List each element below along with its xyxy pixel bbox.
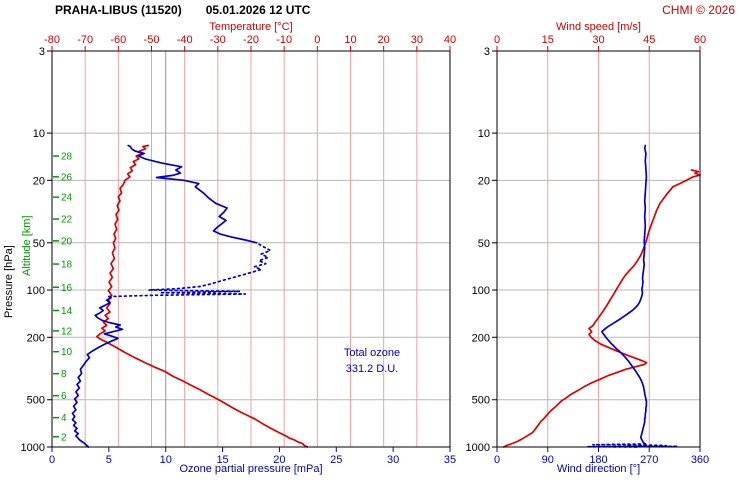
total-ozone-annotation: Total ozone 331.2 D.U. [336,345,408,377]
tick-label: 100 [27,285,45,297]
tick-label: 0 [494,34,500,46]
sounding-datetime: 05.01.2026 12 UTC [205,3,311,17]
tick-label: 500 [27,395,45,407]
tick-label: 12 [61,326,73,337]
tick-label: 1000 [466,442,490,454]
tick-label: 3 [484,46,490,58]
wind-direction-curve [601,144,648,445]
tick-label: 45 [643,34,655,46]
tick-label: -50 [144,34,160,46]
ozone-upper-curve [127,144,258,244]
temperature-axis-title: Temperature [°C] [209,21,293,33]
wind-panel: 3 10 20 50 100 200 500 1000 0 15 30 45 60 0 90 180 270 36… [466,34,710,466]
tick-label: 28 [61,152,73,163]
tick-label: 10 [61,347,73,358]
tick-label: 0 [314,34,320,46]
tick-label: 50 [478,238,490,250]
tick-label: 35 [444,454,456,466]
wind-direction-axis-title: Wind direction [°] [556,463,641,475]
tick-label: 3 [39,46,45,58]
tick-label: 25 [330,454,342,466]
tick-label: 15 [542,34,554,46]
tick-label: 18 [61,260,73,271]
tick-label: 360 [691,454,709,466]
tick-label: 10 [478,128,490,140]
tick-label: 8 [61,369,67,380]
tick-label: 16 [61,283,73,294]
tick-label: 0 [494,454,500,466]
tick-label: 500 [472,395,490,407]
ozone-lower-curve [71,295,124,448]
ozone-dotted-curve [108,241,272,298]
tick-label: -70 [77,34,93,46]
tick-label: 100 [472,285,490,297]
tick-label: 20 [378,34,390,46]
total-ozone-value: 331.2 D.U. [345,363,399,375]
tick-label: -40 [177,34,193,46]
station-name: PRAHA-LIBUS (11520) [55,3,182,17]
tick-label: -30 [210,34,226,46]
tick-label: 40 [444,34,456,46]
tick-label: 26 [61,172,73,183]
tick-label: 22 [61,215,73,226]
tick-label: -60 [110,34,126,46]
tick-label: 180 [589,454,607,466]
tick-label: -20 [243,34,259,46]
tick-label: 200 [472,332,490,344]
tick-label: 270 [640,454,658,466]
header: PRAHA-LIBUS (11520) 05.01.2026 12 UTC [55,3,310,17]
tick-label: 90 [542,454,554,466]
tick-label: 30 [387,454,399,466]
tick-label: 14 [61,306,73,317]
tick-label: -10 [276,34,292,46]
tick-label: 10 [344,34,356,46]
tick-label: 15 [216,454,228,466]
altitude-axis-title: Altitude [km] [21,215,33,276]
tick-label: 24 [61,193,73,204]
temperature-curve [95,144,309,448]
tick-label: 60 [694,34,706,46]
tick-label: 1000 [21,442,45,454]
pressure-axis-title: Pressure [hPa] [3,245,15,318]
tick-label: 20 [478,175,490,187]
tick-label: 0 [49,454,55,466]
total-ozone-label: Total ozone [343,347,401,359]
tick-label: 2 [61,432,67,443]
tick-label: 10 [160,454,172,466]
tick-label: 6 [61,391,67,402]
copyright-label: CHMI © 2026 [662,3,735,17]
tick-label: 10 [33,128,45,140]
tick-label: 50 [33,238,45,250]
tick-label: 20 [273,454,285,466]
tick-label: 5 [106,454,112,466]
tick-label: 30 [411,34,423,46]
wind-speed-curve [502,169,701,448]
tick-label: 4 [61,413,67,424]
tick-label: 30 [592,34,604,46]
tick-label: 20 [33,175,45,187]
tick-label: -80 [44,34,60,46]
wind-speed-axis-title: Wind speed [m/s] [556,21,641,33]
ozone-axis-title: Ozone partial pressure [mPa] [179,463,323,475]
tick-label: 200 [27,332,45,344]
tick-label: 20 [61,236,73,247]
